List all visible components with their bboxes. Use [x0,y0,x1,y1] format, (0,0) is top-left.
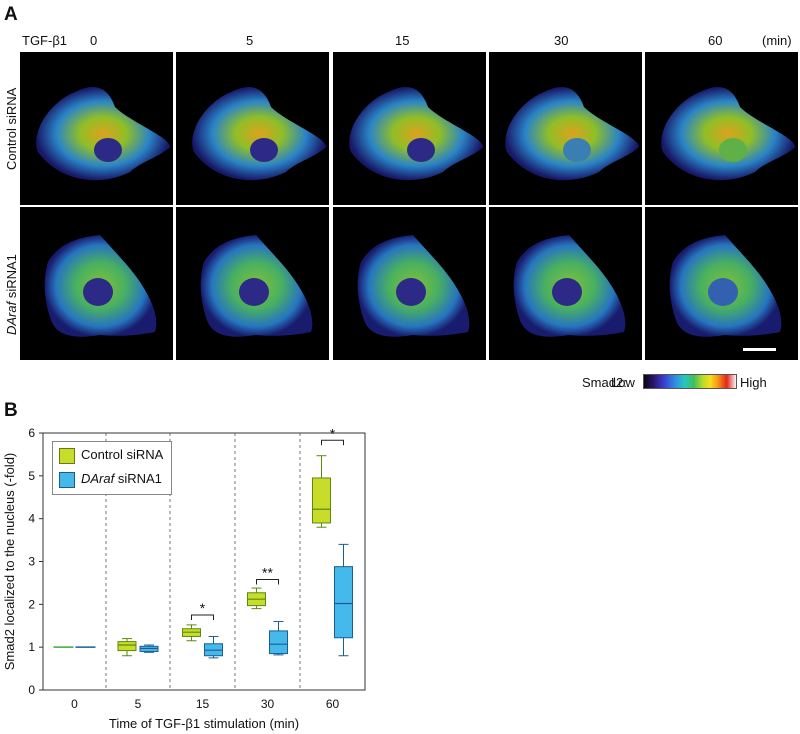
cell-nucleus [708,278,738,306]
cell-body [661,87,795,181]
row-label-daraf-italic: DAraf [4,301,19,335]
time-label-0: 0 [90,33,98,48]
cell-nucleus [94,138,122,162]
y-axis-label: Smad2 localized to the nucleus (-fold) [2,453,17,671]
significance-bracket [321,439,344,446]
y-tick-label: 1 [28,640,35,654]
chart-legend: Control siRNA DAraf siRNA1 [52,441,172,495]
scale-bar [743,348,776,351]
time-unit-label: (min) [762,33,792,48]
cell-body [505,87,639,181]
legend-label-daraf-italic: DAraf [81,471,115,486]
row-label-control: Control siRNA [4,87,19,170]
x-tick-label: 15 [196,697,210,711]
panel-b-label: B [4,400,18,421]
legend-label-daraf-rest: siRNA1 [114,471,162,486]
treatment-label: TGF-β1 [22,33,68,48]
micrograph-control-5 [176,52,329,205]
cell-body [192,87,326,181]
box-iqr [117,641,137,652]
smad2-colorbar [643,374,737,389]
cell-nucleus [563,138,591,162]
time-label-60: 60 [708,33,723,48]
significance-marker: ** [262,564,273,580]
micrograph-control-30 [489,52,642,205]
time-label-15: 15 [395,33,410,48]
cell-nucleus [239,278,269,306]
micrograph-daraf-60 [645,207,798,360]
y-tick-label: 2 [28,597,35,611]
y-tick-label: 4 [28,512,35,526]
legend-label-daraf: DAraf siRNA1 [81,471,162,486]
x-tick-label: 30 [261,697,275,711]
cell-body [36,87,171,181]
colorbar-low-label: Low [611,375,635,390]
micrograph-control-60 [645,52,798,205]
y-tick-label: 3 [28,555,35,569]
x-tick-label: 5 [135,697,142,711]
micrograph-daraf-0 [20,207,173,360]
y-tick-label: 5 [28,469,35,483]
colorbar-title: Smad2: [582,375,627,390]
micrograph-control-0 [20,52,173,205]
legend-swatch-control [59,448,75,464]
box-iqr [334,566,353,639]
panel-a-label: A [4,4,18,25]
cell-nucleus [83,278,113,306]
significance-bracket [256,578,279,585]
cell-nucleus [250,138,278,162]
legend-label-control: Control siRNA [81,447,164,462]
x-tick-label: 0 [71,697,78,711]
y-tick-label: 6 [28,426,35,440]
row-label-daraf: DAraf siRNA1 [4,254,19,335]
cell-body [349,87,483,181]
x-tick-label: 60 [326,697,340,711]
colorbar-high-label: High [740,375,767,390]
micrograph-daraf-15 [333,207,486,360]
significance-marker: * [200,600,206,616]
micrograph-control-15 [333,52,486,205]
significance-bracket [191,614,214,621]
time-label-5: 5 [246,33,254,48]
box-iqr [312,477,331,524]
significance-marker: * [330,425,336,441]
time-label-30: 30 [554,33,569,48]
micrograph-daraf-5 [176,207,329,360]
row-label-daraf-rest: siRNA1 [4,254,19,302]
cell-nucleus [719,138,747,162]
cell-nucleus [552,278,582,306]
x-axis-label: Time of TGF-β1 stimulation (min) [109,716,299,731]
micrograph-daraf-30 [489,207,642,360]
cell-nucleus [407,138,435,162]
box-iqr [269,630,288,655]
legend-swatch-daraf [59,472,75,488]
cell-nucleus [396,278,426,306]
y-tick-label: 0 [28,683,35,697]
